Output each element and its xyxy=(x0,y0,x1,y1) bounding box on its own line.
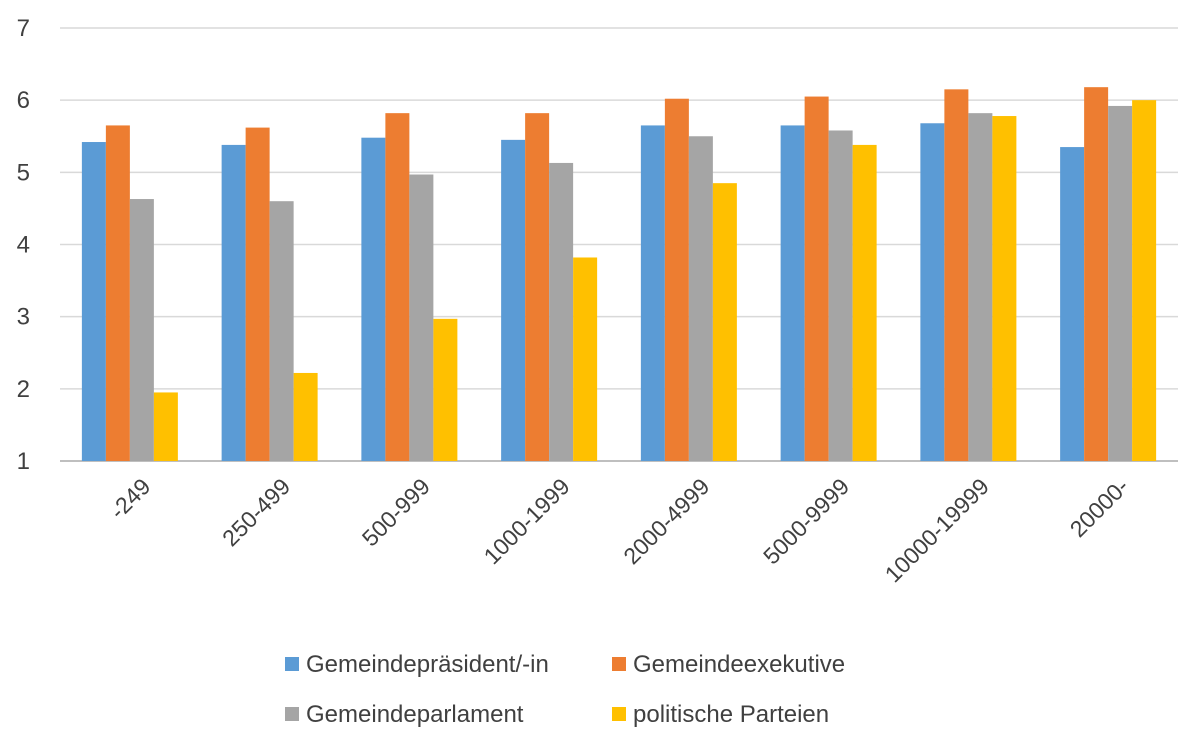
bar[interactable] xyxy=(293,372,318,461)
bar[interactable] xyxy=(640,125,665,462)
bar[interactable] xyxy=(433,318,458,461)
y-tick-label: 6 xyxy=(17,87,30,114)
bar[interactable] xyxy=(780,125,805,462)
legend-label-gemeindeparlament: Gemeindeparlament xyxy=(306,701,524,728)
bar[interactable] xyxy=(81,142,106,462)
bar[interactable] xyxy=(153,392,178,461)
bar[interactable] xyxy=(1060,147,1085,461)
x-tick-label: 5000-9999 xyxy=(758,473,854,569)
bar[interactable] xyxy=(1132,100,1157,462)
legend-swatch-gemeindepraesident xyxy=(285,657,299,671)
y-tick-label: 3 xyxy=(17,304,30,331)
bars xyxy=(81,87,1157,462)
legend-item-gemeindepraesident[interactable]: Gemeindepräsident/-in xyxy=(285,651,549,678)
bar[interactable] xyxy=(852,144,877,461)
bar[interactable] xyxy=(105,125,130,462)
bar[interactable] xyxy=(1108,105,1133,461)
bar[interactable] xyxy=(968,113,993,461)
bar[interactable] xyxy=(804,96,829,461)
bar[interactable] xyxy=(1084,87,1109,461)
bar[interactable] xyxy=(361,137,386,461)
bar[interactable] xyxy=(573,257,598,461)
legend-label-gemeindepraesident: Gemeindepräsident/-in xyxy=(306,651,549,678)
x-tick-label: 500-999 xyxy=(357,473,435,551)
bar[interactable] xyxy=(245,127,270,461)
legend-label-gemeindeexekutive: Gemeindeexekutive xyxy=(633,651,845,678)
legend-swatch-gemeindeexekutive xyxy=(612,657,626,671)
x-tick-label: 20000- xyxy=(1065,473,1134,542)
bar[interactable] xyxy=(385,113,410,461)
legend-swatch-gemeindeparlament xyxy=(285,707,299,721)
bar[interactable] xyxy=(828,130,853,461)
x-tick-label: 2000-4999 xyxy=(618,473,714,569)
bar[interactable] xyxy=(129,199,154,461)
legend-item-politische-parteien[interactable]: politische Parteien xyxy=(612,701,829,728)
legend-label-politische-parteien: politische Parteien xyxy=(633,701,829,728)
bar[interactable] xyxy=(688,136,713,461)
bar[interactable] xyxy=(501,139,526,461)
legend: Gemeindepräsident/-in Gemeindeexekutive … xyxy=(285,651,845,728)
y-tick-label: 2 xyxy=(17,376,30,403)
y-tick-label: 4 xyxy=(17,232,30,259)
x-axis-ticks: -249 250-499 500-999 1000-1999 2000-4999 5000… xyxy=(104,473,1133,587)
bar[interactable] xyxy=(549,162,574,461)
x-tick-label: -249 xyxy=(104,473,155,524)
legend-item-gemeindeexekutive[interactable]: Gemeindeexekutive xyxy=(612,651,845,678)
bar[interactable] xyxy=(221,144,246,461)
y-tick-label: 5 xyxy=(17,159,30,186)
bar[interactable] xyxy=(920,123,945,461)
x-tick-label: 250-499 xyxy=(217,473,295,551)
bar[interactable] xyxy=(269,201,294,461)
y-tick-label: 1 xyxy=(17,448,30,475)
y-tick-label: 7 xyxy=(17,15,30,42)
x-tick-label: 1000-1999 xyxy=(478,473,574,569)
legend-swatch-politische-parteien xyxy=(612,707,626,721)
y-axis-ticks: 1 2 3 4 5 6 7 xyxy=(17,15,30,475)
legend-item-gemeindeparlament[interactable]: Gemeindeparlament xyxy=(285,701,524,728)
bar[interactable] xyxy=(944,89,969,461)
bar[interactable] xyxy=(409,174,434,461)
x-tick-label: 10000-19999 xyxy=(880,473,994,587)
bar[interactable] xyxy=(992,116,1017,461)
bar[interactable] xyxy=(712,183,737,462)
bar[interactable] xyxy=(525,113,550,461)
bar[interactable] xyxy=(664,98,689,462)
